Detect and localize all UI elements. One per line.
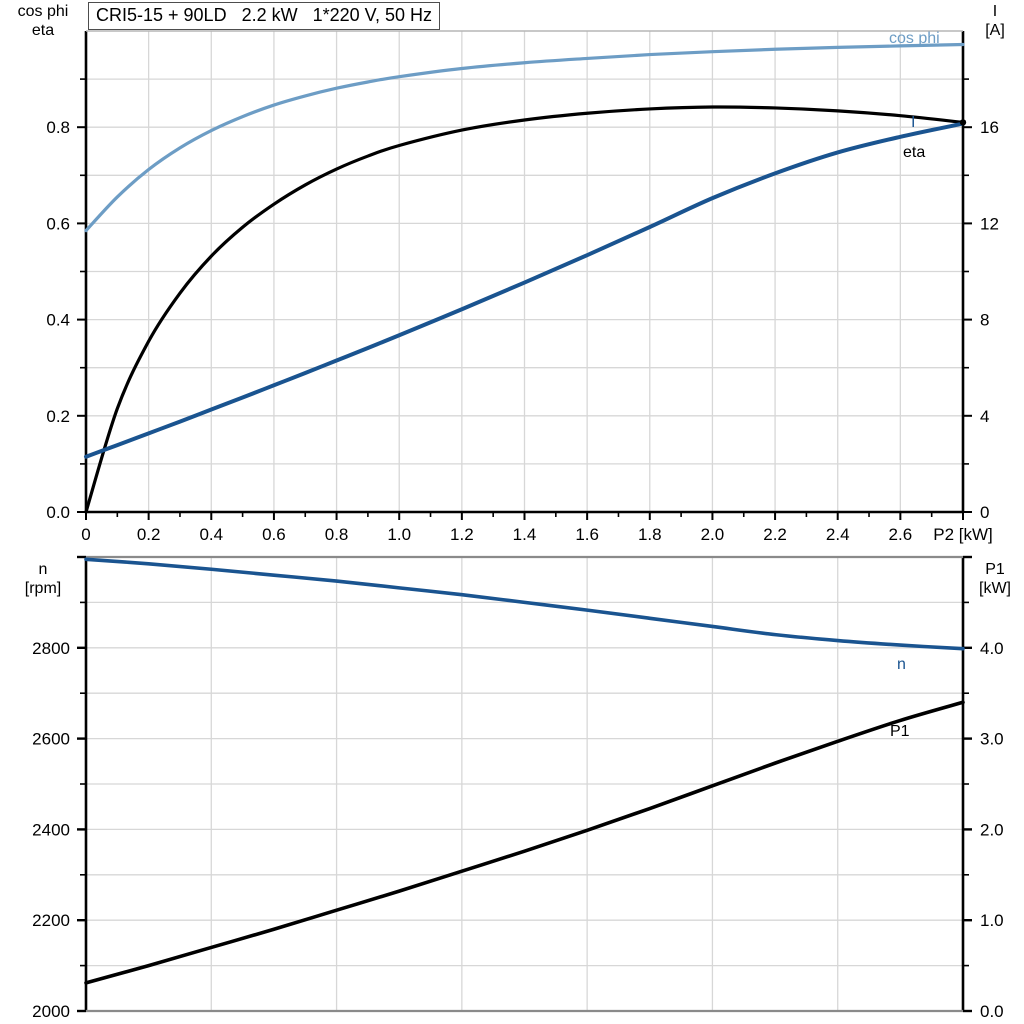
tick-label: 2.6: [889, 525, 913, 544]
bottom-curves: [84, 557, 965, 985]
tick-label: 0.6: [46, 214, 70, 233]
endpoint-marker: [959, 119, 967, 126]
bottom-left-axis-title: n [rpm]: [24, 561, 62, 597]
tick-label: 0: [81, 525, 90, 544]
tick-label: 0.4: [46, 311, 70, 330]
tick-label: 2600: [32, 730, 70, 749]
tick-label: 12: [980, 214, 999, 233]
tick-label: 0.0: [46, 503, 70, 522]
tick-label: 4.0: [980, 639, 1004, 658]
tick-label: 8: [980, 311, 989, 330]
curve-n: [84, 557, 965, 651]
tick-label: 0.4: [199, 525, 223, 544]
tick-label: 0.0: [980, 1002, 1004, 1021]
tick-label: 1.6: [575, 525, 599, 544]
chart-title: CRI5-15 + 90LD 2.2 kW 1*220 V, 50 Hz: [88, 2, 441, 30]
tick-label: 0.8: [325, 525, 349, 544]
bottom-gridlines: [86, 557, 963, 1011]
bottom-chart-svg: 2000 2200 2400 2600 2800 0.0 1.0 2.0 3.0 4.0: [32, 555, 1004, 1021]
curve-label-eta: eta: [903, 144, 926, 161]
top-gridlines: [86, 31, 963, 512]
tick-label: 1.4: [513, 525, 537, 544]
curve-cos-phi: [84, 42, 965, 233]
tick-label: 1.0: [980, 911, 1004, 930]
tick-label: 1.8: [638, 525, 662, 544]
tick-label: 1.0: [387, 525, 411, 544]
top-right-axis-title: I [A]: [985, 3, 1005, 39]
top-left-axis-title: cos phi eta: [17, 3, 69, 39]
bottom-left-axis: 2000 2200 2400 2600 2800: [32, 555, 86, 1021]
tick-label: 2800: [32, 639, 70, 658]
tick-label: 2000: [32, 1002, 70, 1021]
tick-label: 2.2: [763, 525, 787, 544]
curve-label-power: P1: [890, 723, 910, 740]
top-right-axis: 0 4 8 12 16: [963, 78, 999, 522]
bottom-chart-panel: 2000 2200 2400 2600 2800 0.0 1.0 2.0 3.0 4.0: [0, 545, 1024, 1024]
tick-label: 1.2: [450, 525, 474, 544]
curve-label-cos-phi: cos phi: [889, 30, 940, 47]
top-left-axis: 0.0 0.2 0.4 0.6 0.8: [46, 78, 86, 522]
top-chart-panel: 0 0.2 0.4 0.6 0.8 1.0 1.2 1.4 1.6 1.8 2.0 2.2 2.4 2.6…: [46, 30, 999, 544]
tick-label: 3.0: [980, 730, 1004, 749]
top-chart-svg: 0 0.2 0.4 0.6 0.8 1.0 1.2 1.4 1.6 1.8 2.0 2.2 2.4 2.6…: [46, 30, 999, 544]
curve-i: [84, 121, 965, 459]
tick-label: 0.6: [262, 525, 286, 544]
curve-eta: [84, 105, 965, 514]
tick-label: 0.2: [137, 525, 161, 544]
bottom-right-axis-title: P1 [kW]: [979, 561, 1011, 597]
tick-label: 2.0: [701, 525, 725, 544]
tick-label: 2400: [32, 820, 70, 839]
tick-label: 2200: [32, 911, 70, 930]
tick-label: 2.0: [980, 820, 1004, 839]
tick-label: 4: [980, 407, 989, 426]
tick-label: 2.4: [826, 525, 850, 544]
top-curves: [84, 42, 967, 514]
tick-label: 0.8: [46, 118, 70, 137]
bottom-right-axis: 0.0 1.0 2.0 3.0 4.0: [963, 555, 1004, 1021]
top-x-axis: 0 0.2 0.4 0.6 0.8 1.0 1.2 1.4 1.6 1.8 2.0 2.2 2.4 2.6…: [81, 512, 993, 544]
tick-label: 16: [980, 118, 999, 137]
tick-label: 0.2: [46, 407, 70, 426]
curve-label-speed: n: [897, 656, 906, 673]
tick-label: P2 [kW]: [933, 525, 993, 544]
tick-label: 0: [980, 503, 989, 522]
curve-label-current: I: [911, 114, 916, 131]
curve-p1: [84, 700, 965, 985]
